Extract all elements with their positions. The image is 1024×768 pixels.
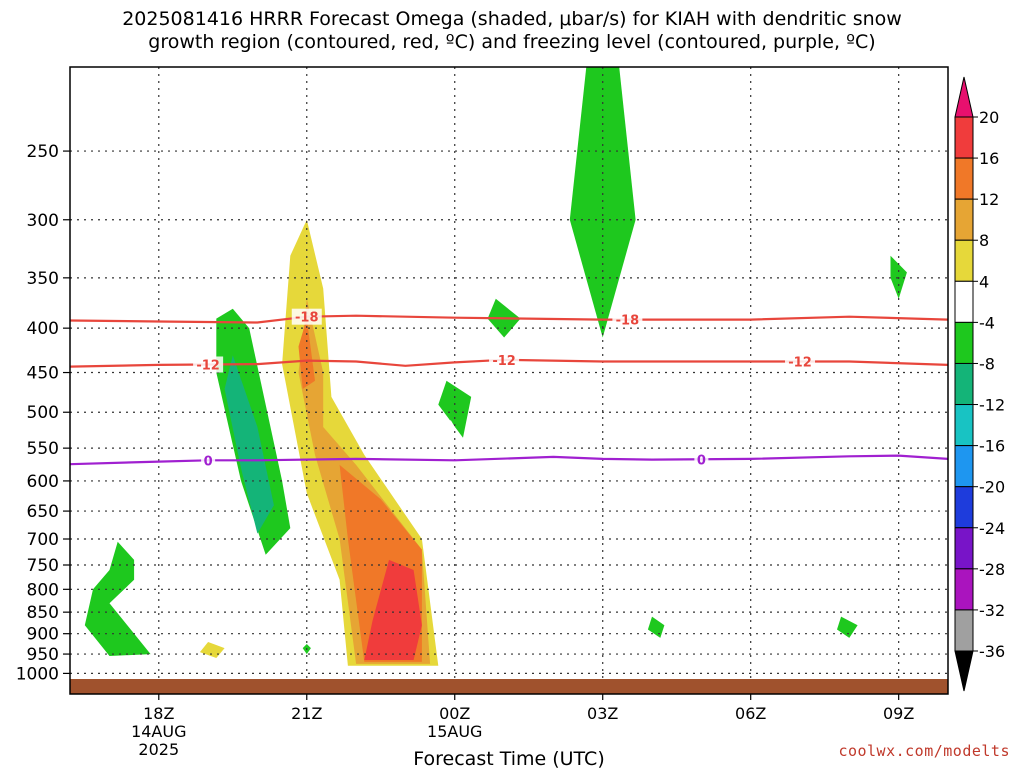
colorbar-label: 16 [979,149,999,168]
contour-label-bg [612,311,643,328]
plot-frame [69,66,949,695]
colorbar-label: -4 [979,313,995,332]
colorbar-swatch [954,321,974,364]
colorbar-swatch [954,116,974,159]
x-tick-label: 18Z [143,704,174,723]
omega-region [837,616,858,638]
omega-region [438,380,472,438]
y-tick-label: 550 [27,439,59,459]
colorbar-legend: 20 16 12 8 4 -4 -8 -12 -16 -20 -24 -28 -32 -36 [954,76,1005,692]
colorbar-label: 20 [979,108,999,127]
colorbar-swatch [954,198,974,241]
colorbar-swatch [954,486,974,529]
temperature-contours: -18 -18 -12 -12 -12 0 0 [70,308,948,469]
colorbar-swatch [954,609,974,652]
x-tick-date: 15AUG [427,722,482,741]
y-tick-label: 700 [27,530,59,550]
x-tick-label: 09Z [883,704,914,723]
colorbar-bottom-arrow [954,650,974,692]
omega-region [569,67,636,338]
x-tick-date: 14AUG [131,722,186,741]
colorbar-label: -12 [979,396,1005,415]
x-tick-year: 2025 [138,740,179,759]
y-tick-label: 950 [27,645,59,665]
omega-region [647,616,665,638]
contour-label-bg [201,452,216,469]
contour-label-bg [193,356,224,373]
contour-label-bg [291,308,322,325]
ground-bar [70,679,948,694]
colorbar-label: -32 [979,601,1005,620]
omega-region [364,559,422,660]
x-tick-label: 06Z [735,704,766,723]
colorbar-label: -16 [979,437,1005,456]
colorbar-top-arrow [954,76,974,118]
chart-title: 2025081416 HRRR Forecast Omega (shaded, … [0,8,1024,54]
y-tick-label: 300 [27,211,59,231]
pressure-axis: 2503003504004505005506006507007508008509… [16,142,70,684]
contour-label: -12 [196,358,220,373]
omega-region [84,541,151,656]
x-tick-label: 21Z [291,704,322,723]
y-tick-label: 900 [27,625,59,645]
colorbar-label: -20 [979,478,1005,497]
colorbar-swatch [954,239,974,282]
omega-region [446,419,463,469]
colorbar-label: 8 [979,231,989,250]
y-tick-label: 1000 [16,664,59,684]
y-tick-label: 400 [27,319,59,339]
x-tick-label: 03Z [587,704,618,723]
y-tick-label: 750 [27,556,59,576]
contour-label: -18 [295,311,319,326]
contour-label: 0 [204,454,213,469]
colorbar-swatch [954,362,974,406]
x-tick-label: 00Z [439,704,470,723]
contour-label: -12 [788,355,812,370]
colorbar-swatch [954,157,974,200]
contour-label-bg [694,451,709,468]
y-tick-label: 350 [27,269,59,289]
colorbar-label: -8 [979,354,995,373]
y-tick-label: 850 [27,603,59,623]
y-tick-label: 800 [27,580,59,600]
y-tick-label: 450 [27,364,59,384]
colorbar-label: 12 [979,190,999,209]
omega-region [405,180,439,278]
contour-label-bg [785,353,816,370]
credit-link[interactable]: coolwx.com/modelts [838,742,1010,760]
contour-label-bg [489,351,520,368]
omega-region [249,589,266,608]
contour-label: -18 [616,314,640,329]
omega-region [158,525,233,575]
y-tick-label: 250 [27,142,59,162]
title-line-2: growth region (contoured, red, ºC) and f… [148,31,876,53]
y-tick-label: 500 [27,403,59,423]
colorbar-label: -28 [979,560,1005,579]
omega-shading [84,67,948,670]
colorbar-label: -36 [979,642,1005,661]
contour-line [70,314,948,324]
omega-region [594,570,603,617]
title-line-1: 2025081416 HRRR Forecast Omega (shaded, … [122,8,902,30]
colorbar-swatch [954,527,974,570]
colorbar-swatch [954,404,974,447]
y-tick-label: 650 [27,502,59,522]
omega-region [298,318,315,389]
omega-region [224,355,274,534]
colorbar-label: -24 [979,519,1005,538]
colorbar-swatch [954,280,974,323]
colorbar-label: 4 [979,272,989,291]
colorbar-swatch [954,568,974,611]
contour-label: -12 [492,354,516,369]
contour-label: 0 [697,453,706,468]
y-tick-label: 600 [27,472,59,492]
x-axis-label: Forecast Time (UTC) [413,748,604,768]
colorbar-swatch [954,445,974,488]
omega-region [923,544,948,670]
contour-line [70,358,948,368]
